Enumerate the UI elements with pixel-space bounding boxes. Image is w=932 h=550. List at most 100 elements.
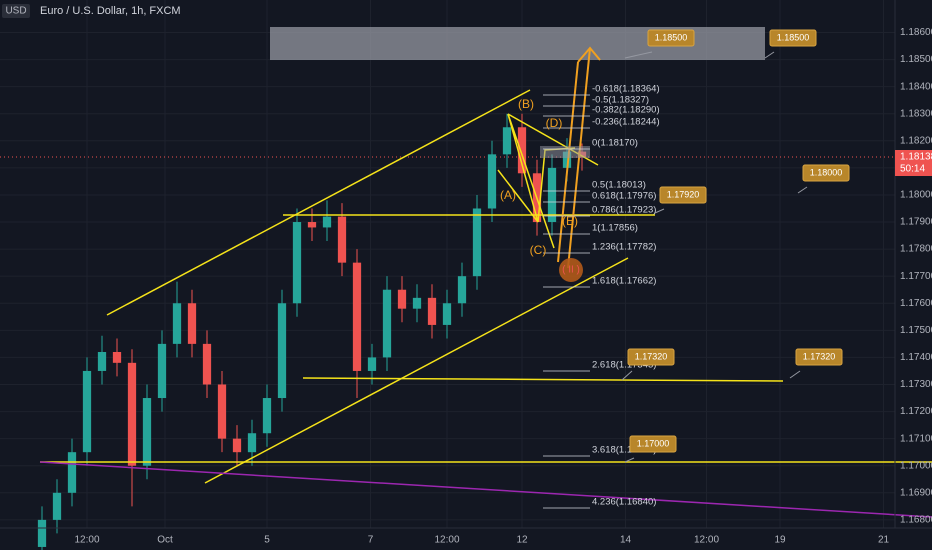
candle-body (247, 433, 257, 453)
candle-body (112, 352, 122, 363)
candle-body (517, 127, 527, 174)
price-badge (895, 150, 932, 176)
fib-label: 0.786(1.17923) (592, 205, 656, 216)
y-tick-label: 1.18200 (900, 135, 932, 146)
price-tag (802, 164, 850, 182)
wave-label: ( II ) (562, 265, 580, 276)
price-tag (627, 348, 675, 366)
price-tag-label: 1.17000 (637, 438, 670, 448)
tag-pointer (621, 370, 633, 381)
highlight (540, 146, 590, 158)
wave-label: (D) (546, 116, 563, 130)
candle-body (322, 216, 332, 228)
annotations: -0.618(1.18364)-0.5(1.18327)-0.382(1.182… (500, 29, 850, 509)
wave-label: (B) (518, 97, 534, 111)
fib-label: 1(1.17856) (592, 223, 638, 234)
candle-body (217, 384, 227, 439)
current-price: 1.18138 (900, 152, 932, 163)
fib-label: -0.382(1.18290) (592, 105, 660, 116)
candle-body (277, 303, 287, 399)
candle-body (562, 151, 572, 168)
x-tick-label: 12 (516, 535, 528, 546)
candle-body (457, 276, 467, 304)
tag-pointer (797, 186, 808, 194)
x-tick-label: 12:00 (74, 535, 99, 546)
candle-body (292, 222, 302, 304)
countdown: 50:14 (900, 164, 925, 175)
fib-label: 0.618(1.17976) (592, 191, 656, 202)
y-tick-label: 1.18400 (900, 81, 932, 92)
y-tick-label: 1.17900 (900, 217, 932, 228)
price-tag (769, 29, 817, 47)
wave-lines (497, 113, 555, 249)
price-tag-label: 1.18500 (655, 32, 688, 42)
candle-body (232, 438, 242, 453)
candle-body (397, 289, 407, 309)
wave-marker (559, 258, 583, 282)
x-tick-label: 5 (264, 535, 270, 546)
y-tick-label: 1.17500 (900, 325, 932, 336)
price-tag (647, 29, 695, 47)
candle-body (487, 154, 497, 209)
y-tick-label: 1.17400 (900, 352, 932, 363)
fib-label: 4.236(1.16840) (592, 497, 656, 508)
wave-label: (A) (500, 188, 516, 202)
candle-body (67, 452, 77, 493)
tag-pointer (654, 208, 665, 214)
fib-label: 2.618(1.17343) (592, 360, 656, 371)
candle-body (307, 222, 317, 228)
y-tick-label: 1.18500 (900, 54, 932, 65)
currency-badge (2, 4, 30, 18)
candle-body (187, 303, 197, 344)
y-tick-label: 1.18600 (900, 27, 932, 38)
candles (37, 113, 587, 550)
candle-body (202, 343, 212, 385)
price-tag-label: 1.18000 (810, 167, 843, 177)
y-tick-label: 1.16800 (900, 515, 932, 526)
price-tag (795, 348, 843, 366)
candle-body (412, 297, 422, 309)
y-tick-label: 1.17000 (900, 460, 932, 471)
x-tick-label: 12:00 (434, 535, 459, 546)
y-tick-label: 1.16900 (900, 487, 932, 498)
candle-body (427, 297, 437, 325)
axes: 1.16800 1.16900 1.17000 1.17100 1.17200 1.173… (74, 27, 932, 546)
x-tick-label: 14 (620, 535, 632, 546)
y-tick-label: 1.17100 (900, 433, 932, 444)
price-tag (629, 435, 677, 453)
fib-label: 1.236(1.17782) (592, 242, 656, 253)
wave-label: (E) (562, 214, 578, 228)
fib-label: -0.5(1.18327) (592, 95, 649, 106)
candle-body (37, 519, 47, 547)
y-tick-label: 1.18000 (900, 190, 932, 201)
chart-title: Euro / U.S. Dollar, 1h, FXCM (40, 5, 181, 17)
x-tick-label: 7 (368, 535, 374, 546)
x-tick-label: 21 (878, 535, 890, 546)
channel-bottom (204, 257, 629, 484)
candle-body (97, 352, 107, 371)
fib-label: 3.618(1.17024) (592, 445, 656, 456)
fib-label: 0(1.18170) (592, 138, 638, 149)
candle-body (172, 303, 182, 344)
price-tag-label: 1.17320 (803, 351, 836, 361)
x-tick-label: Oct (157, 535, 173, 546)
y-tick-label: 1.17600 (900, 298, 932, 309)
candle-body (367, 357, 377, 371)
support-line (302, 377, 784, 382)
candle-body (157, 343, 167, 399)
price-tag-label: 1.18500 (777, 32, 810, 42)
arrow-head (577, 46, 601, 63)
candle-body (547, 167, 557, 223)
x-tick-label: 19 (774, 535, 786, 546)
candle-body (262, 398, 272, 434)
candle-body (142, 398, 152, 466)
y-tick-label: 1.17300 (900, 379, 932, 390)
currency: USD (5, 6, 26, 17)
candle-body (337, 216, 347, 263)
fib-label: 0.5(1.18013) (592, 180, 646, 191)
candle-body (82, 370, 92, 453)
x-tick-label: 12:00 (694, 535, 719, 546)
candle-body (127, 362, 137, 466)
